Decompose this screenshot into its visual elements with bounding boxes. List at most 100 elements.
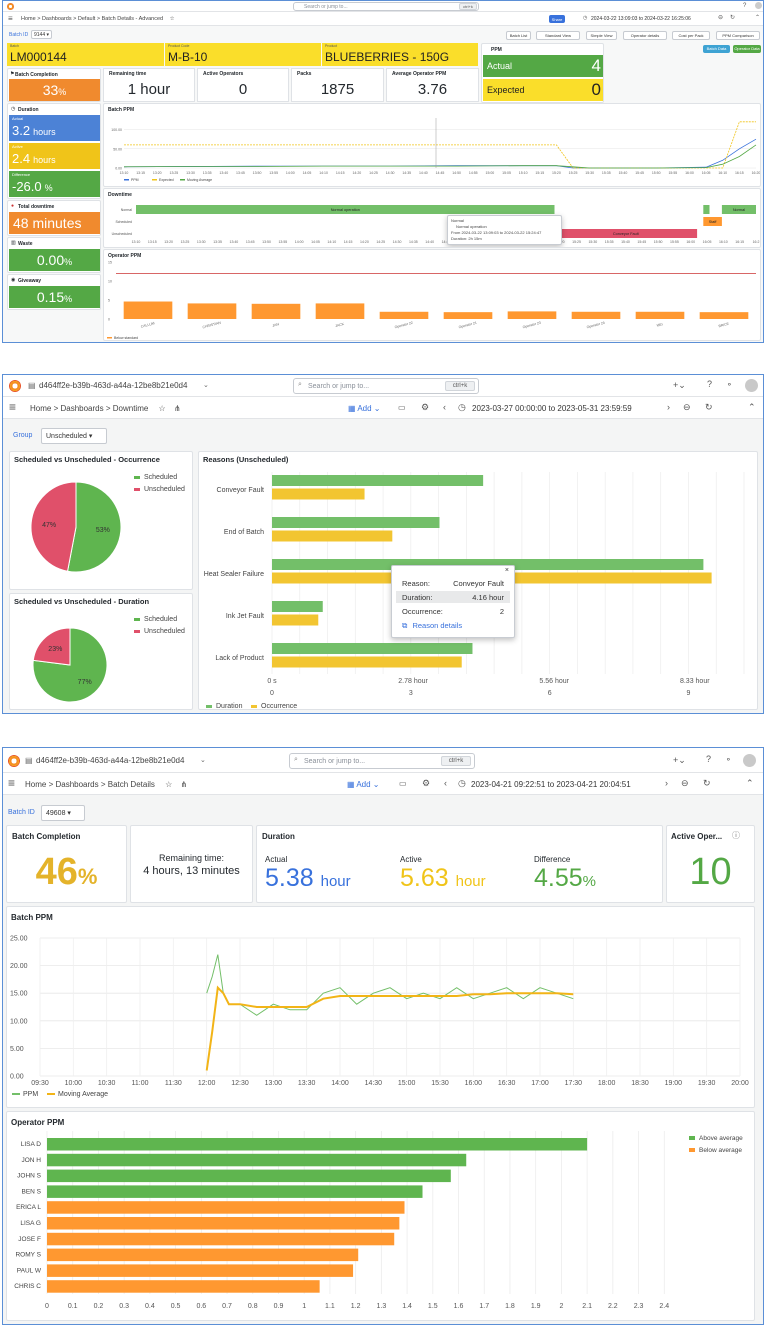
link-button[interactable]: Simple View (586, 31, 617, 40)
x-tick-label: 13:55 (269, 171, 278, 175)
star-icon[interactable]: ☆ (169, 16, 175, 22)
time-range[interactable]: 2023-04-21 09:22:51 to 2023-04-21 20:04:… (471, 780, 631, 789)
grafana-logo-icon[interactable] (9, 380, 21, 392)
collapse-icon[interactable]: ⌃ (748, 402, 756, 412)
reason-details-link[interactable]: ⧉ Reason details (402, 621, 463, 630)
duration-bar (272, 517, 440, 528)
search-input[interactable]: Search or jump to... (293, 378, 479, 394)
breadcrumb-dashboards[interactable]: Dashboards (55, 780, 99, 789)
save-icon[interactable]: ▭ (399, 779, 407, 788)
dashboard-id-icon: ▤ (25, 756, 33, 765)
refresh-icon[interactable]: ↻ (730, 15, 736, 21)
operator-bar (699, 312, 749, 319)
link-button[interactable]: PPM Comparison (716, 31, 760, 40)
share-button[interactable]: Share (549, 15, 565, 23)
search-input[interactable]: Search or jump to... (289, 753, 475, 769)
help-icon[interactable]: ? (706, 754, 712, 764)
x-tick-label: 14:30 (393, 240, 402, 244)
star-icon[interactable]: ☆ (158, 404, 166, 413)
breadcrumb-dashboards[interactable]: Dashboards (60, 404, 104, 413)
chevron-left-icon[interactable]: ‹ (443, 402, 446, 412)
remaining-time-label: Remaining time: (158, 853, 225, 863)
plus-icon[interactable]: +⌄ (673, 755, 686, 765)
batch-data-button[interactable]: Batch Data (703, 45, 730, 53)
breadcrumb-home[interactable]: Home (30, 404, 52, 413)
x-tick-label: 16:10 (719, 240, 728, 244)
rss-icon[interactable]: ⚬ (725, 755, 732, 764)
avatar[interactable] (745, 379, 758, 392)
stat-value: 1875 (320, 81, 355, 98)
add-button[interactable]: ▦ Add ⌄ (347, 780, 380, 789)
chevron-down-icon[interactable]: ⌄ (200, 757, 206, 764)
breadcrumb-folder[interactable]: Default (77, 16, 96, 22)
menu-icon[interactable]: ≡ (9, 400, 17, 414)
x-tick-label: 14:55 (469, 171, 478, 175)
help-icon[interactable]: ? (743, 3, 747, 9)
menu-icon[interactable]: ≡ (8, 14, 13, 23)
gear-icon[interactable]: ⚙ (422, 778, 431, 788)
collapse-icon[interactable]: ⌃ (746, 778, 754, 788)
x-tick-label: 0.8 (248, 1303, 258, 1310)
link-button[interactable]: Standard View (536, 31, 580, 40)
chevron-right-icon[interactable]: › (667, 402, 670, 412)
plus-icon[interactable]: +⌄ (673, 380, 686, 390)
stat-value: 3.76 (417, 81, 448, 98)
rss-icon[interactable]: ⚬ (726, 380, 733, 389)
dashboard-id[interactable]: d464ff2e-b39b-463d-a44a-12be8b21e0d4 (39, 381, 188, 390)
clock-icon[interactable]: ◷ (458, 402, 466, 412)
chevron-left-icon[interactable]: ‹ (444, 778, 447, 788)
y-tick-label: 0.00 (10, 1074, 24, 1081)
group-select[interactable]: Unscheduled ▾ (41, 428, 107, 444)
avatar[interactable] (743, 754, 756, 767)
avatar[interactable] (755, 2, 762, 9)
batch-id-select[interactable]: 9144 ▾ (31, 30, 52, 39)
batch-id-select[interactable]: 49608 ▾ (41, 805, 85, 821)
chevron-down-icon[interactable]: ⌄ (203, 382, 209, 389)
zoom-out-icon[interactable]: ⊖ (681, 778, 689, 788)
breadcrumb-home[interactable]: Home (21, 16, 36, 22)
share-icon[interactable]: ⋔ (173, 404, 181, 413)
panel-title: Duration (262, 832, 295, 841)
refresh-icon[interactable]: ↻ (703, 778, 711, 788)
refresh-icon[interactable]: ↻ (705, 402, 713, 412)
save-icon[interactable]: ▭ (398, 403, 406, 412)
x-tick-label: 2 (559, 1303, 563, 1310)
collapse-icon[interactable]: ⌃ (755, 15, 761, 21)
dashboard-id[interactable]: d464ff2e-b39b-463d-a44a-12be8b21e0d4 (36, 756, 185, 765)
time-range[interactable]: 2024-03-22 13:09:03 to 2024-03-22 16:25:… (591, 16, 691, 22)
grafana-logo-icon[interactable] (7, 3, 14, 10)
info-icon[interactable]: ⓘ (732, 831, 740, 840)
add-button[interactable]: ▦ Add ⌄ (348, 404, 381, 413)
gear-icon[interactable]: ⚙ (421, 402, 430, 412)
x-tick-label: 16:20 (752, 171, 761, 175)
share-icon[interactable]: ⋔ (180, 780, 188, 789)
help-icon[interactable]: ? (707, 379, 713, 389)
search-input[interactable]: Search or jump to... (293, 2, 479, 11)
star-icon[interactable]: ☆ (165, 780, 173, 789)
chevron-right-icon[interactable]: › (665, 778, 668, 788)
panel-title: Active Operators (203, 71, 244, 77)
grafana-logo-icon[interactable] (8, 755, 20, 767)
close-icon[interactable]: × (504, 567, 509, 574)
zoom-out-icon[interactable]: ⊖ (718, 15, 724, 21)
clock-icon[interactable]: ◷ (583, 15, 588, 21)
operator-data-button[interactable]: Operator Data (733, 45, 761, 53)
duration-value: 3.2 hours (12, 123, 56, 138)
menu-icon[interactable]: ≡ (8, 776, 16, 790)
segment-label: Normal operation (331, 208, 360, 212)
link-button[interactable]: Batch List (506, 31, 531, 40)
operator-ppm-chart: 0 0.1 0.2 0.3 0.4 0.5 0.6 0.7 0.8 0.9 1 1.1 1.2 1.3 1.… (14, 1131, 743, 1310)
clock-icon[interactable]: ◷ (458, 778, 466, 788)
x-tick-label: 14:00 (295, 240, 304, 244)
breadcrumb-dashboards[interactable]: Dashboards (41, 16, 72, 22)
time-range[interactable]: 2023-03-27 00:00:00 to 2023-05-31 23:59:… (472, 404, 632, 413)
link-button[interactable]: Cost per Pack (672, 31, 710, 40)
legend-swatch (251, 705, 257, 708)
y-tick-label: 15 (108, 261, 112, 265)
batch-info-cell: Product BLUEBERRIES - 150G (322, 43, 478, 66)
breadcrumb-bar: ≡ Home > Dashboards > Downtime ☆ ⋔ ▦ Add… (3, 397, 763, 419)
link-button[interactable]: Operator details (623, 31, 667, 40)
zoom-out-icon[interactable]: ⊖ (683, 402, 691, 412)
breadcrumb-home[interactable]: Home (25, 780, 47, 789)
y-tick-label: 15.00 (10, 991, 28, 998)
